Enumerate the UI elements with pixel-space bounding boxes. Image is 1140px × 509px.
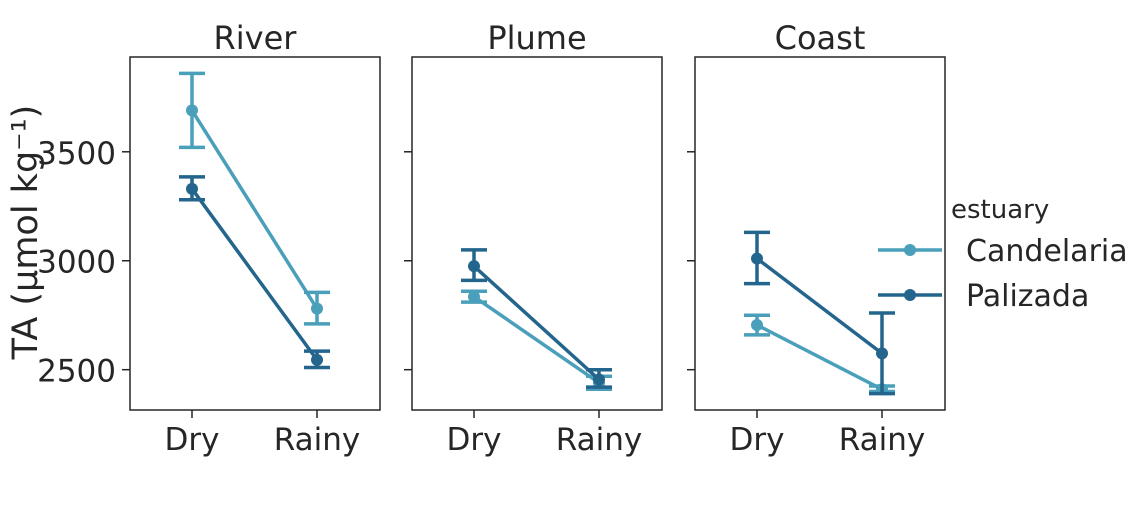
panel-frame — [694, 56, 946, 411]
panel-frame — [129, 56, 381, 411]
data-point-candelaria — [186, 104, 198, 117]
x-tick-label: Rainy — [556, 422, 642, 458]
series-line-candelaria — [756, 323, 883, 391]
x-tick-label: Dry — [165, 422, 220, 458]
data-point-candelaria — [311, 302, 323, 315]
legend-label: Candelaria — [966, 234, 1128, 269]
data-point-palizada — [593, 373, 605, 386]
legend-swatch-marker — [904, 289, 916, 301]
series-line-palizada — [190, 187, 319, 361]
data-point-palizada — [876, 347, 888, 360]
data-point-palizada — [468, 260, 480, 273]
panel-coast: Coast Dry Rainy — [687, 19, 946, 458]
panel-title: River — [214, 19, 298, 57]
data-point-palizada — [751, 252, 763, 265]
data-point-palizada — [186, 182, 198, 195]
series-line-candelaria — [190, 109, 319, 310]
legend-swatch-marker — [904, 244, 916, 256]
series-line-candelaria — [473, 295, 600, 385]
series-line-palizada — [472, 264, 601, 381]
data-point-palizada — [311, 353, 323, 366]
panel-plume: Plume Dry Rainy — [404, 19, 663, 458]
x-tick-label: Dry — [447, 422, 502, 458]
legend-entry-candelaria: Candelaria — [878, 234, 1128, 269]
panel-title: Coast — [775, 19, 866, 57]
panel-river: River 2500 3000 3500 Dry Rainy — [37, 19, 381, 458]
legend-entry-palizada: Palizada — [878, 279, 1089, 314]
y-tick-label: 3000 — [37, 245, 116, 281]
panel-title: Plume — [487, 19, 586, 57]
legend-label: Palizada — [966, 279, 1089, 314]
x-tick-label: Rainy — [839, 422, 925, 458]
data-point-candelaria — [468, 290, 480, 303]
x-tick-label: Rainy — [274, 422, 360, 458]
y-tick-label: 3500 — [37, 136, 116, 172]
series-line-palizada — [755, 257, 884, 355]
panel-frame — [411, 56, 663, 411]
y-tick-label: 2500 — [37, 354, 116, 390]
data-point-candelaria — [751, 319, 763, 332]
x-tick-label: Dry — [730, 422, 785, 458]
y-axis-label: TA (μmol kg⁻¹) — [6, 105, 46, 361]
legend: estuary Candelaria Palizada — [878, 195, 1128, 314]
legend-title: estuary — [951, 195, 1049, 225]
